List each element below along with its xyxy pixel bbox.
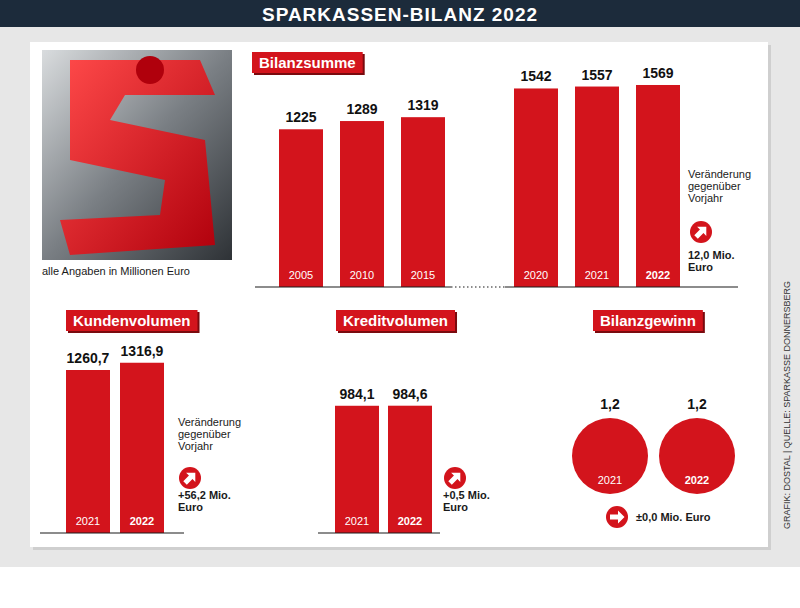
chart-title: Kundenvolumen: [73, 312, 191, 329]
bar: [340, 121, 384, 287]
change-arrow: [180, 468, 199, 487]
data-label: 1319: [407, 97, 438, 113]
data-label: 1542: [520, 68, 551, 84]
note: alle Angaben in Millionen Euro: [42, 265, 190, 277]
data-label: 1225: [285, 109, 316, 125]
backdrop: [0, 27, 800, 567]
bar: [514, 88, 558, 287]
change-arrow: [691, 222, 710, 241]
bubble: [659, 418, 735, 494]
category-label: 2021: [585, 269, 609, 281]
axis-line: [505, 286, 738, 287]
change-value: 12,0 Mio.Euro: [688, 249, 734, 273]
bar: [636, 85, 680, 287]
change-icon: [179, 467, 201, 489]
change-icon: [444, 467, 466, 489]
axis-break: [451, 286, 505, 287]
title-box: [336, 310, 455, 331]
category-label: 2022: [130, 515, 154, 527]
data-label: 1,2: [687, 396, 707, 412]
bar: [120, 363, 164, 533]
category-label: 2015: [411, 269, 435, 281]
bar: [335, 406, 379, 533]
data-label: 984,6: [392, 386, 427, 402]
bar: [401, 117, 445, 287]
change-value: ±0,0 Mio. Euro: [636, 511, 711, 523]
bars: [66, 363, 164, 533]
chart-title: Kreditvolumen: [343, 312, 448, 329]
chart: 1260,7 2021 1316,9 2022 Kundenvolumen Verände…: [40, 310, 241, 533]
chart: 1225 2005 1289 2010 1319 2015 1542 2020 1557 2021…: [252, 52, 751, 287]
panel: [30, 42, 768, 547]
change-arrow: [445, 468, 464, 487]
category-label: 2021: [345, 515, 369, 527]
change-description: VeränderunggegenüberVorjahr: [178, 416, 241, 452]
category-label: 2010: [350, 269, 374, 281]
change-description: VeränderunggegenüberVorjahr: [688, 168, 751, 204]
page: SPARKASSEN-BILANZ 2022 alle Angaben in Mi…: [0, 0, 800, 608]
data-label: 1316,9: [121, 343, 164, 359]
data-label: 984,1: [339, 386, 374, 402]
data-label: 1289: [346, 101, 377, 117]
data-label: 1,2: [600, 396, 620, 412]
chart: 984,1 2021 984,6 2022 Kreditvolumen +0,5 Mio.…: [318, 310, 490, 533]
title-box: [593, 310, 703, 331]
bar: [279, 129, 323, 287]
category-label: 2020: [524, 269, 548, 281]
category-label: 2022: [398, 515, 422, 527]
title-box: [252, 52, 363, 73]
bubble: [572, 418, 648, 494]
change-value: +56,2 Mio.Euro: [178, 489, 231, 513]
change-arrow: [610, 511, 625, 524]
photo: [42, 50, 232, 260]
change-value: +0,5 Mio.Euro: [443, 489, 490, 513]
bars: [279, 85, 680, 287]
header-bar: [0, 0, 800, 27]
category-label: 2022: [685, 474, 709, 486]
chart-title: Bilanzgewinn: [600, 312, 696, 329]
axis-line: [318, 532, 440, 533]
header-title: SPARKASSEN-BILANZ 2022: [262, 4, 538, 25]
photo-logo: [60, 60, 215, 255]
category-label: 2022: [646, 269, 670, 281]
axis-line: [40, 532, 184, 533]
bar: [388, 406, 432, 533]
source: GRAFIK: DOSTAL | QUELLE: SPARKASSE DONNE…: [782, 281, 792, 529]
data-label: 1569: [642, 65, 673, 81]
category-label: 2021: [598, 474, 622, 486]
bars: [335, 406, 432, 533]
chart: 1,2 2021 1,2 2022 Bilanzgewinn ±0,0 Mio. Euro: [572, 310, 735, 528]
change-icon: [690, 221, 712, 243]
chart-title: Bilanzsumme: [259, 54, 356, 71]
data-label: 1260,7: [67, 350, 110, 366]
category-label: 2021: [76, 515, 100, 527]
bar: [66, 370, 110, 533]
photo-logo-dot: [136, 56, 164, 84]
change-icon: [606, 506, 628, 528]
axis-line: [255, 286, 451, 287]
category-label: 2005: [289, 269, 313, 281]
background: [0, 0, 800, 608]
bar: [575, 87, 619, 287]
title-box: [66, 310, 198, 331]
data-label: 1557: [581, 67, 612, 83]
